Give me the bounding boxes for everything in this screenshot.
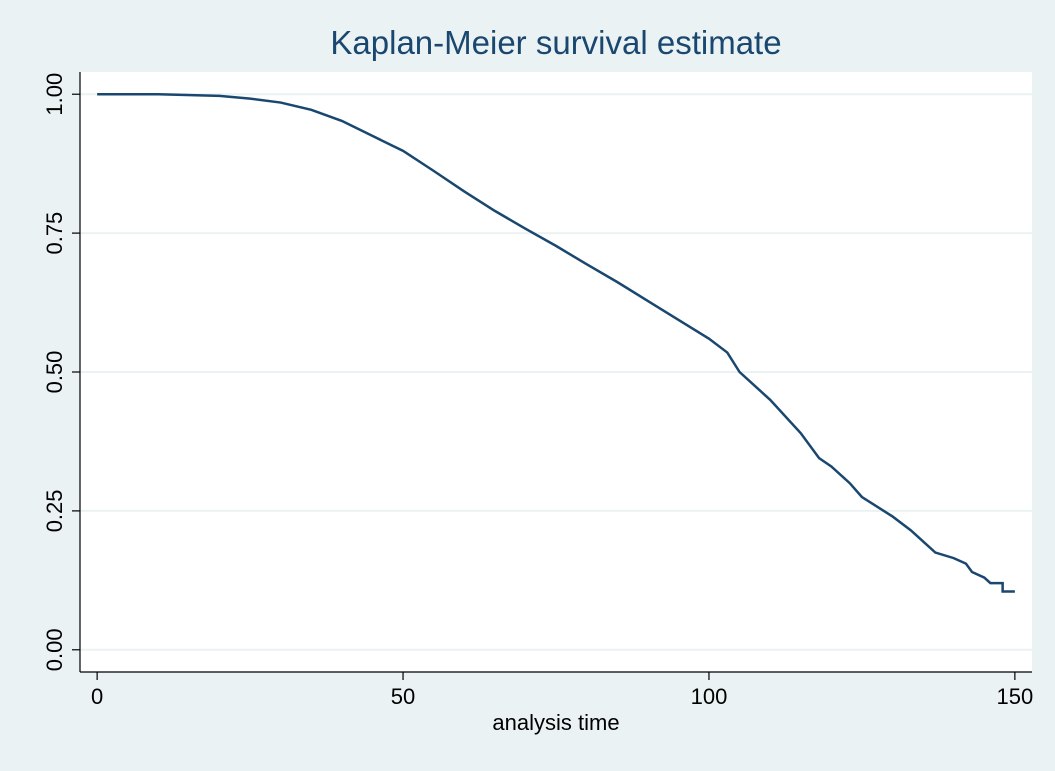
x-tick-label: 100: [691, 684, 728, 709]
y-tick-label: 1.00: [42, 73, 67, 116]
y-tick-label: 0.25: [42, 489, 67, 532]
chart-title: Kaplan-Meier survival estimate: [330, 24, 781, 61]
survival-line: [97, 92, 1015, 593]
y-tick-label: 0.50: [42, 351, 67, 394]
y-tick-label: 0.75: [42, 212, 67, 255]
y-tick-label: 0.00: [42, 628, 67, 671]
x-axis-label: analysis time: [492, 710, 619, 735]
x-tick-label: 150: [997, 684, 1034, 709]
x-tick-label: 50: [391, 684, 415, 709]
x-tick-label: 0: [91, 684, 103, 709]
